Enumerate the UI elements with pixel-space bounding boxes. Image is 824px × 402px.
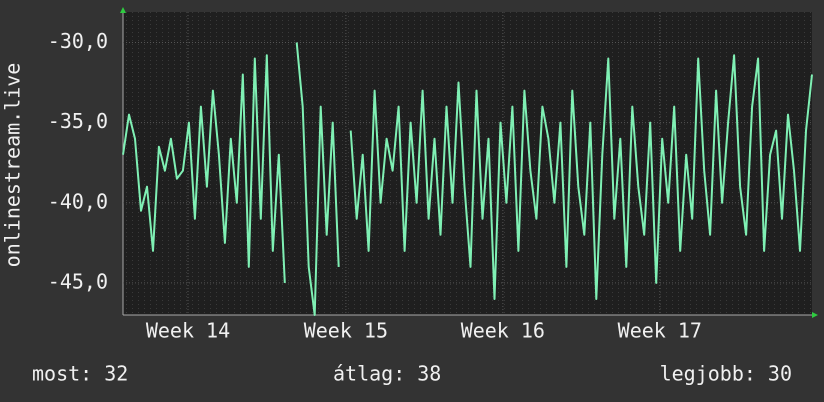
axis-arrow — [120, 7, 126, 13]
stat-value: 30 — [768, 362, 792, 386]
y-tick-label: -40,0 — [48, 189, 108, 213]
data-line — [122, 42, 813, 316]
stat-value: 38 — [417, 362, 441, 386]
y-tick-label: -45,0 — [48, 269, 108, 293]
x-tick-label: Week 14 — [146, 319, 230, 343]
x-tick-label: Week 16 — [461, 319, 545, 343]
stat-label: legjobb: — [660, 362, 756, 386]
stat-label: átlag: — [333, 362, 405, 386]
axis-arrow — [812, 312, 818, 318]
x-tick-label: Week 15 — [304, 319, 388, 343]
y-tick-label: -30,0 — [48, 29, 108, 53]
stat-label: most: — [32, 362, 92, 386]
y-axis-label: onlinestream.live — [1, 63, 25, 268]
stat-value: 32 — [104, 362, 128, 386]
minor-grid — [123, 12, 812, 315]
x-tick-label: Week 17 — [618, 319, 702, 343]
y-tick-label: -35,0 — [48, 109, 108, 133]
